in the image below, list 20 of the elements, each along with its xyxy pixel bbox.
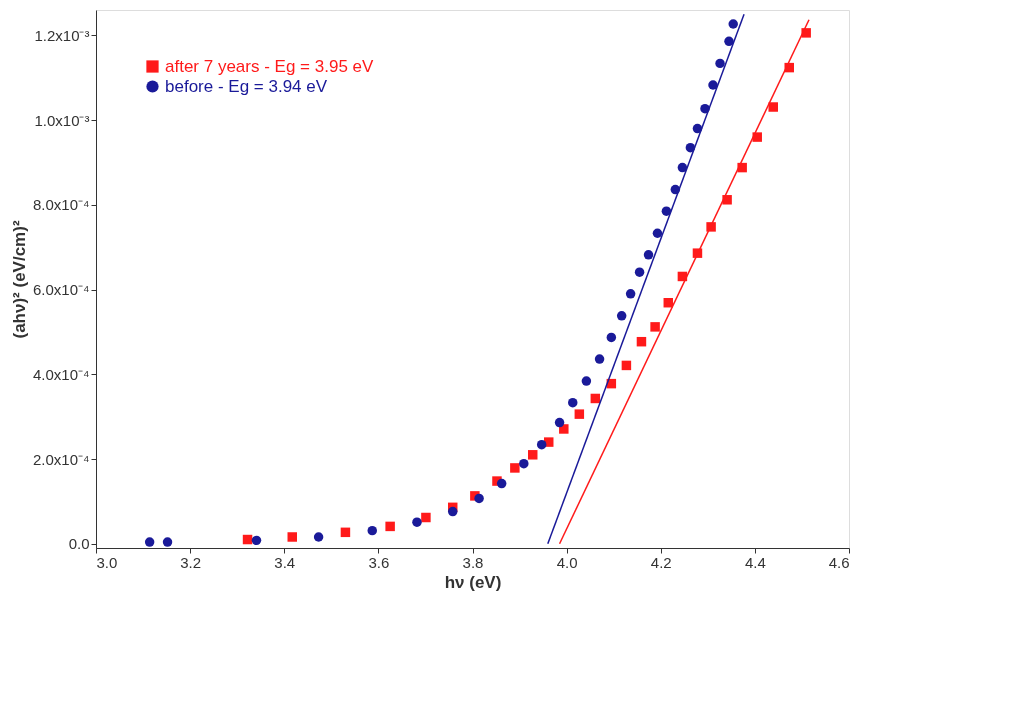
y-tick-label: 4.0x10⁻⁴: [33, 365, 90, 383]
y-tick-label: 1.2x10⁻³: [34, 26, 90, 44]
y-axis-title: (ahν)² (eV/cm)²: [10, 220, 30, 339]
x-tick-label: 3.0: [96, 553, 118, 571]
x-tick-label: 3.4: [274, 553, 296, 571]
y-tick-label: 6.0x10⁻⁴: [33, 281, 90, 299]
y-tick-label: 0.0: [68, 535, 90, 553]
x-axis-title: hν (eV): [444, 572, 502, 592]
y-tick-label: 8.0x10⁻⁴: [33, 196, 90, 214]
x-tick-label: 3.8: [462, 553, 484, 571]
x-tick-label: 3.6: [368, 553, 390, 571]
x-tick-label: 4.2: [650, 553, 672, 571]
legend-label: after 7 years - Eg = 3.95 eV: [165, 56, 375, 76]
y-tick-label: 1.0x10⁻³: [34, 111, 90, 129]
legend-label: before - Eg = 3.94 eV: [165, 76, 328, 96]
x-tick-label: 4.6: [828, 553, 850, 571]
x-tick-label: 4.4: [744, 553, 766, 571]
x-tick-label: 4.0: [556, 553, 578, 571]
x-tick-label: 3.2: [180, 553, 202, 571]
y-tick-label: 2.0x10⁻⁴: [33, 450, 90, 468]
